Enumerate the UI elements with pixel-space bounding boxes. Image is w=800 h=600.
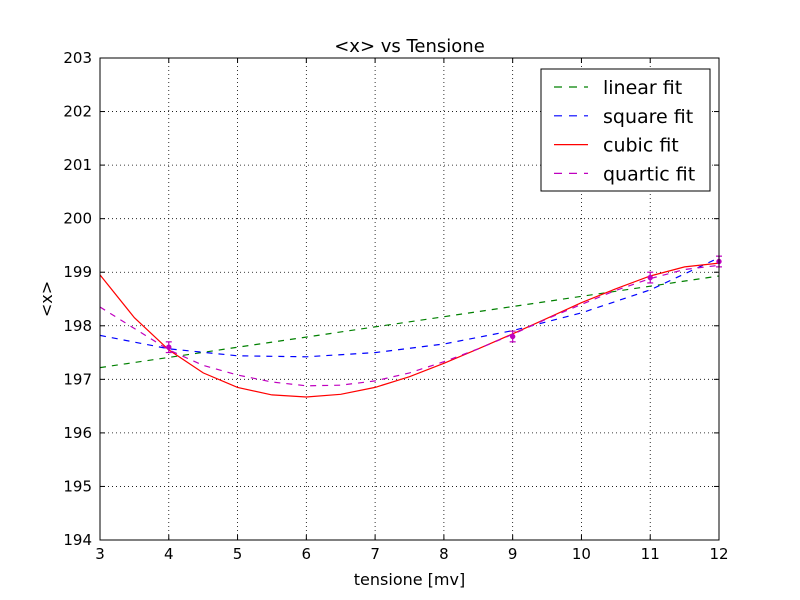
square-fit-line: [99, 257, 720, 358]
data-points: [165, 255, 722, 354]
y-tick-label: 202: [63, 103, 92, 121]
x-axis-ticks: 3 4 5 6 7 8 9 10 11 12: [95, 58, 729, 563]
y-tick-label: 194: [63, 531, 92, 549]
legend: linear fit square fit cubic fit quartic fit: [540, 68, 711, 192]
y-tick-label: 199: [63, 263, 92, 281]
y-tick-label: 198: [63, 317, 92, 335]
data-point: [166, 344, 172, 350]
quartic-fit-line: [99, 264, 720, 387]
legend-label: cubic fit: [603, 135, 679, 157]
y-tick-label: 195: [63, 477, 92, 495]
data-point: [647, 274, 653, 281]
x-tick-label: 3: [95, 545, 105, 563]
chart-title: <x> vs Tensione: [334, 36, 485, 57]
y-tick-label: 201: [63, 156, 92, 174]
x-tick-label: 7: [370, 545, 380, 563]
y-axis-label: <x>: [37, 281, 56, 317]
x-tick-label: 6: [302, 545, 312, 563]
y-axis-ticks: 194 195 196 197 198 199 200 201 202 203: [63, 49, 719, 549]
series-layer: [99, 257, 720, 398]
y-tick-label: 197: [63, 370, 92, 388]
legend-label: square fit: [603, 106, 693, 128]
legend-label: quartic fit: [603, 163, 695, 185]
data-point: [509, 333, 516, 340]
x-tick-label: 8: [439, 545, 449, 563]
x-tick-label: 10: [572, 545, 591, 563]
x-tick-label: 4: [164, 545, 174, 563]
x-tick-label: 11: [641, 545, 660, 563]
x-axis-label: tensione [mv]: [354, 570, 465, 589]
y-tick-label: 203: [63, 49, 92, 67]
plot-frame: [99, 57, 720, 541]
cubic-fit-line: [99, 262, 720, 398]
y-tick-label: 196: [63, 424, 92, 442]
x-tick-label: 5: [233, 545, 243, 563]
x-tick-label: 9: [508, 545, 518, 563]
x-tick-label: 12: [709, 545, 728, 563]
y-tick-label: 200: [63, 210, 92, 228]
linear-fit-line: [99, 275, 720, 369]
legend-frame: [540, 68, 711, 192]
legend-label: linear fit: [603, 77, 682, 99]
